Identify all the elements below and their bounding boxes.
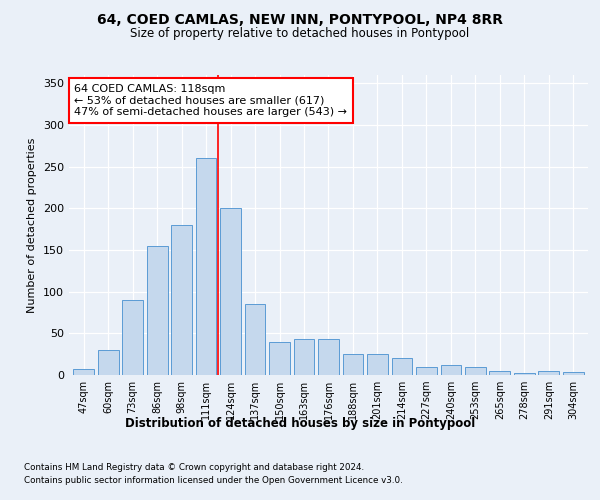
Bar <box>465 366 486 375</box>
Y-axis label: Number of detached properties: Number of detached properties <box>28 138 37 312</box>
Bar <box>490 371 510 375</box>
Bar <box>538 371 559 375</box>
Text: 64 COED CAMLAS: 118sqm
← 53% of detached houses are smaller (617)
47% of semi-de: 64 COED CAMLAS: 118sqm ← 53% of detached… <box>74 84 347 117</box>
Bar <box>73 369 94 375</box>
Bar <box>171 225 192 375</box>
Bar <box>196 158 217 375</box>
Bar <box>293 339 314 375</box>
Bar <box>220 208 241 375</box>
Bar <box>147 246 167 375</box>
Bar <box>122 300 143 375</box>
Bar <box>318 339 339 375</box>
Bar <box>563 372 584 375</box>
Text: Contains public sector information licensed under the Open Government Licence v3: Contains public sector information licen… <box>24 476 403 485</box>
Text: Size of property relative to detached houses in Pontypool: Size of property relative to detached ho… <box>130 28 470 40</box>
Bar <box>343 354 364 375</box>
Bar <box>392 358 412 375</box>
Bar <box>514 372 535 375</box>
Bar <box>98 350 119 375</box>
Bar <box>367 354 388 375</box>
Text: 64, COED CAMLAS, NEW INN, PONTYPOOL, NP4 8RR: 64, COED CAMLAS, NEW INN, PONTYPOOL, NP4… <box>97 12 503 26</box>
Bar <box>245 304 265 375</box>
Bar <box>440 365 461 375</box>
Bar <box>416 366 437 375</box>
Text: Distribution of detached houses by size in Pontypool: Distribution of detached houses by size … <box>125 418 475 430</box>
Bar <box>269 342 290 375</box>
Text: Contains HM Land Registry data © Crown copyright and database right 2024.: Contains HM Land Registry data © Crown c… <box>24 462 364 471</box>
